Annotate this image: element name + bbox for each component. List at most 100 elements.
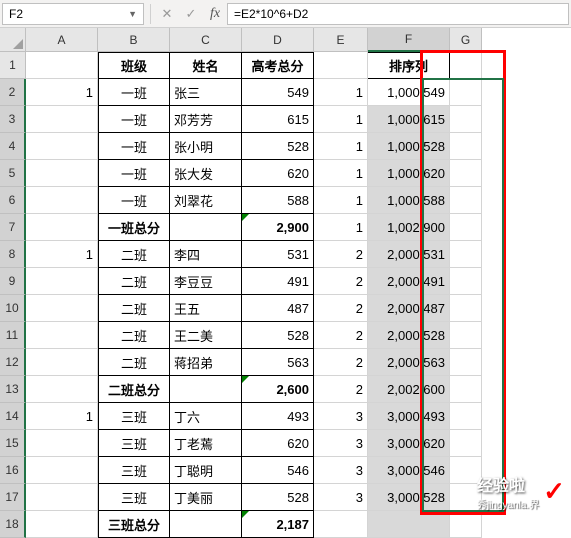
cell-B17[interactable]: 三班: [98, 484, 170, 511]
cell-C8[interactable]: 李四: [170, 241, 242, 268]
row-header-11[interactable]: 11: [0, 322, 26, 349]
name-box[interactable]: F2 ▼: [2, 3, 144, 25]
cell-C14[interactable]: 丁六: [170, 403, 242, 430]
cell-B7[interactable]: 一班总分: [98, 214, 170, 241]
cell-A1[interactable]: [26, 52, 98, 79]
formula-input[interactable]: =E2*10^6+D2: [227, 3, 569, 25]
cell-C16[interactable]: 丁聪明: [170, 457, 242, 484]
cell-D8[interactable]: 531: [242, 241, 314, 268]
cell-F14[interactable]: 3,000,493: [368, 403, 450, 430]
cell-G3[interactable]: [450, 106, 482, 133]
row-header-4[interactable]: 4: [0, 133, 26, 160]
cell-D12[interactable]: 563: [242, 349, 314, 376]
cell-D6[interactable]: 588: [242, 187, 314, 214]
row-header-9[interactable]: 9: [0, 268, 26, 295]
cell-A2[interactable]: 1: [26, 79, 98, 106]
cell-F16[interactable]: 3,000,546: [368, 457, 450, 484]
cell-C5[interactable]: 张大发: [170, 160, 242, 187]
cell-C7[interactable]: [170, 214, 242, 241]
cell-C12[interactable]: 蒋招弟: [170, 349, 242, 376]
cell-F5[interactable]: 1,000,620: [368, 160, 450, 187]
cell-E17[interactable]: 3: [314, 484, 368, 511]
cell-A4[interactable]: [26, 133, 98, 160]
cell-G5[interactable]: [450, 160, 482, 187]
cell-F17[interactable]: 3,000,528: [368, 484, 450, 511]
cell-C17[interactable]: 丁美丽: [170, 484, 242, 511]
cell-D13[interactable]: 2,600: [242, 376, 314, 403]
col-header-A[interactable]: A: [26, 28, 98, 52]
cell-F8[interactable]: 2,000,531: [368, 241, 450, 268]
cell-G17[interactable]: [450, 484, 482, 511]
cell-F3[interactable]: 1,000,615: [368, 106, 450, 133]
name-box-dropdown-icon[interactable]: ▼: [128, 9, 137, 19]
row-header-14[interactable]: 14: [0, 403, 26, 430]
cell-B15[interactable]: 三班: [98, 430, 170, 457]
cell-D7[interactable]: 2,900: [242, 214, 314, 241]
cell-D17[interactable]: 528: [242, 484, 314, 511]
cell-G1[interactable]: [450, 52, 482, 79]
row-header-12[interactable]: 12: [0, 349, 26, 376]
col-header-F[interactable]: F: [368, 28, 450, 52]
cell-G10[interactable]: [450, 295, 482, 322]
cell-F6[interactable]: 1,000,588: [368, 187, 450, 214]
cell-B9[interactable]: 二班: [98, 268, 170, 295]
cell-G14[interactable]: [450, 403, 482, 430]
cancel-icon[interactable]: ✕: [155, 3, 179, 25]
row-header-8[interactable]: 8: [0, 241, 26, 268]
cell-B13[interactable]: 二班总分: [98, 376, 170, 403]
cell-D3[interactable]: 615: [242, 106, 314, 133]
cell-B6[interactable]: 一班: [98, 187, 170, 214]
cell-C9[interactable]: 李豆豆: [170, 268, 242, 295]
cell-A10[interactable]: [26, 295, 98, 322]
cell-B4[interactable]: 一班: [98, 133, 170, 160]
fx-icon[interactable]: fx: [203, 3, 227, 25]
cell-G16[interactable]: [450, 457, 482, 484]
cell-E7[interactable]: 1: [314, 214, 368, 241]
cell-A16[interactable]: [26, 457, 98, 484]
cell-G7[interactable]: [450, 214, 482, 241]
cell-A8[interactable]: 1: [26, 241, 98, 268]
row-header-17[interactable]: 17: [0, 484, 26, 511]
cell-C11[interactable]: 王二美: [170, 322, 242, 349]
row-header-6[interactable]: 6: [0, 187, 26, 214]
cell-A15[interactable]: [26, 430, 98, 457]
row-header-3[interactable]: 3: [0, 106, 26, 133]
cell-C6[interactable]: 刘翠花: [170, 187, 242, 214]
cell-B1[interactable]: 班级: [98, 52, 170, 79]
cell-F15[interactable]: 3,000,620: [368, 430, 450, 457]
cell-F11[interactable]: 2,000,528: [368, 322, 450, 349]
cell-G11[interactable]: [450, 322, 482, 349]
cell-E10[interactable]: 2: [314, 295, 368, 322]
cell-B10[interactable]: 二班: [98, 295, 170, 322]
cell-D2[interactable]: 549: [242, 79, 314, 106]
cell-D5[interactable]: 620: [242, 160, 314, 187]
cell-G13[interactable]: [450, 376, 482, 403]
cell-F10[interactable]: 2,000,487: [368, 295, 450, 322]
cell-E14[interactable]: 3: [314, 403, 368, 430]
cell-C10[interactable]: 王五: [170, 295, 242, 322]
cell-A11[interactable]: [26, 322, 98, 349]
cell-D11[interactable]: 528: [242, 322, 314, 349]
cell-F9[interactable]: 2,000,491: [368, 268, 450, 295]
cell-D15[interactable]: 620: [242, 430, 314, 457]
grid[interactable]: 班级姓名高考总分排序列1一班张三54911,000,549一班邓芳芳61511,…: [26, 52, 482, 538]
cell-F1[interactable]: 排序列: [368, 52, 450, 79]
col-header-G[interactable]: G: [450, 28, 482, 52]
cell-C3[interactable]: 邓芳芳: [170, 106, 242, 133]
row-header-5[interactable]: 5: [0, 160, 26, 187]
cell-D18[interactable]: 2,187: [242, 511, 314, 538]
cell-A13[interactable]: [26, 376, 98, 403]
cell-E8[interactable]: 2: [314, 241, 368, 268]
col-header-C[interactable]: C: [170, 28, 242, 52]
cell-B18[interactable]: 三班总分: [98, 511, 170, 538]
cell-A12[interactable]: [26, 349, 98, 376]
cell-E13[interactable]: 2: [314, 376, 368, 403]
cell-E11[interactable]: 2: [314, 322, 368, 349]
cell-A5[interactable]: [26, 160, 98, 187]
cell-E12[interactable]: 2: [314, 349, 368, 376]
cell-F2[interactable]: 1,000,549: [368, 79, 450, 106]
cell-C13[interactable]: [170, 376, 242, 403]
cell-A7[interactable]: [26, 214, 98, 241]
cell-G9[interactable]: [450, 268, 482, 295]
cell-E15[interactable]: 3: [314, 430, 368, 457]
